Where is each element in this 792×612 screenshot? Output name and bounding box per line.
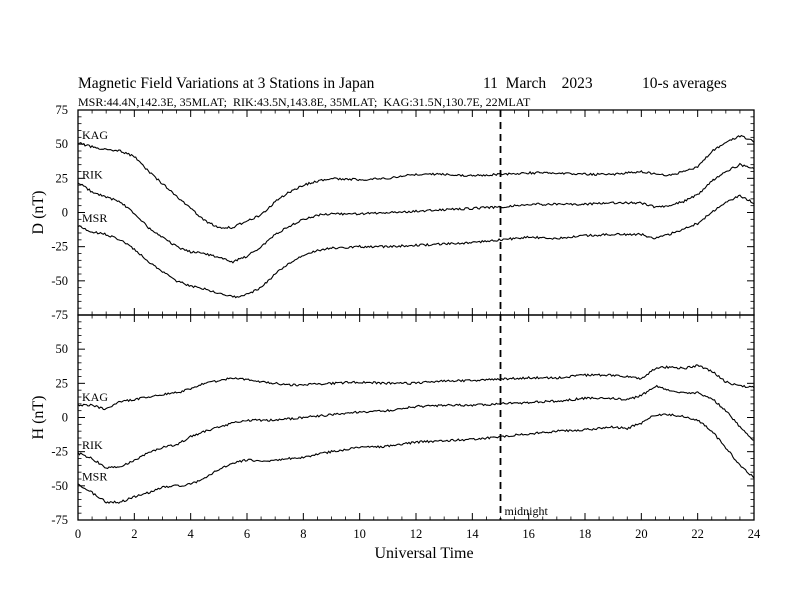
chart-subtitle: MSR:44.4N,142.3E, 35MLAT; RIK:43.5N,143.… <box>78 95 531 109</box>
chart-title: Magnetic Field Variations at 3 Stations … <box>78 75 727 92</box>
h-panel-ytick-label: -25 <box>51 445 68 459</box>
h-panel-ytick-label: 50 <box>56 342 69 356</box>
chart-title-main: Magnetic Field Variations at 3 Stations … <box>78 75 375 92</box>
h-panel-series-label-kag: KAG <box>82 390 108 404</box>
plot-area: -75 -50 -25 0 25 50 75 D (nT) KAG RIK MSR -75 -50 -25… <box>30 103 761 541</box>
h-panel-ytick-label: -50 <box>51 479 68 493</box>
d-panel-series-label-rik: RIK <box>82 167 103 181</box>
x-tick-label: 20 <box>635 527 648 541</box>
x-tick-label: 2 <box>131 527 137 541</box>
h-panel-ylabel: H (nT) <box>30 396 47 440</box>
h-panel-series-label-rik: RIK <box>82 438 103 452</box>
h-panel-series-label-msr: MSR <box>82 469 107 483</box>
h-panel-ytick-label: 0 <box>62 411 68 425</box>
x-tick-label: 12 <box>410 527 423 541</box>
x-tick-label: 22 <box>691 527 704 541</box>
h-panel-frame <box>77 314 755 521</box>
x-tick-label: 0 <box>75 527 81 541</box>
d-panel-frame <box>77 109 755 316</box>
d-panel-ytick-label: -50 <box>51 274 68 288</box>
h-panel-series-rik <box>77 384 755 470</box>
d-panel-ytick-label: -75 <box>51 308 68 322</box>
x-tick-label: 18 <box>579 527 592 541</box>
x-axis-label: Universal Time <box>374 545 473 562</box>
d-panel-ytick-label: -25 <box>51 240 68 254</box>
chart-title-averages: 10-s averages <box>642 75 727 92</box>
chart-title-date: 11 March 2023 <box>483 75 593 92</box>
d-panel-ytick-label: 50 <box>56 137 69 151</box>
d-panel-series-msr <box>77 194 755 299</box>
x-tick-label: 8 <box>300 527 306 541</box>
x-tick-label: 6 <box>244 527 250 541</box>
h-panel-ytick-label: -75 <box>51 513 68 527</box>
midnight-label: midnight <box>505 504 549 518</box>
d-panel-series-kag <box>77 134 755 230</box>
x-tick-label: 24 <box>748 527 761 541</box>
d-panel-series-rik <box>77 162 755 264</box>
d-panel-ytick-label: 0 <box>62 206 68 220</box>
x-tick-label: 16 <box>522 527 535 541</box>
h-panel-ytick-label: 25 <box>56 376 69 390</box>
d-panel-ytick-label: 75 <box>56 103 69 117</box>
d-panel-series-label-msr: MSR <box>82 211 107 225</box>
d-panel-series-label-kag: KAG <box>82 128 108 142</box>
x-tick-label: 14 <box>466 527 479 541</box>
x-tick-label: 10 <box>353 527 366 541</box>
h-panel-series-kag <box>77 364 755 411</box>
x-tick-label: 4 <box>188 527 195 541</box>
d-panel-ytick-label: 25 <box>56 171 69 185</box>
h-panel-series-msr <box>77 413 755 504</box>
d-panel-ylabel: D (nT) <box>30 191 47 235</box>
